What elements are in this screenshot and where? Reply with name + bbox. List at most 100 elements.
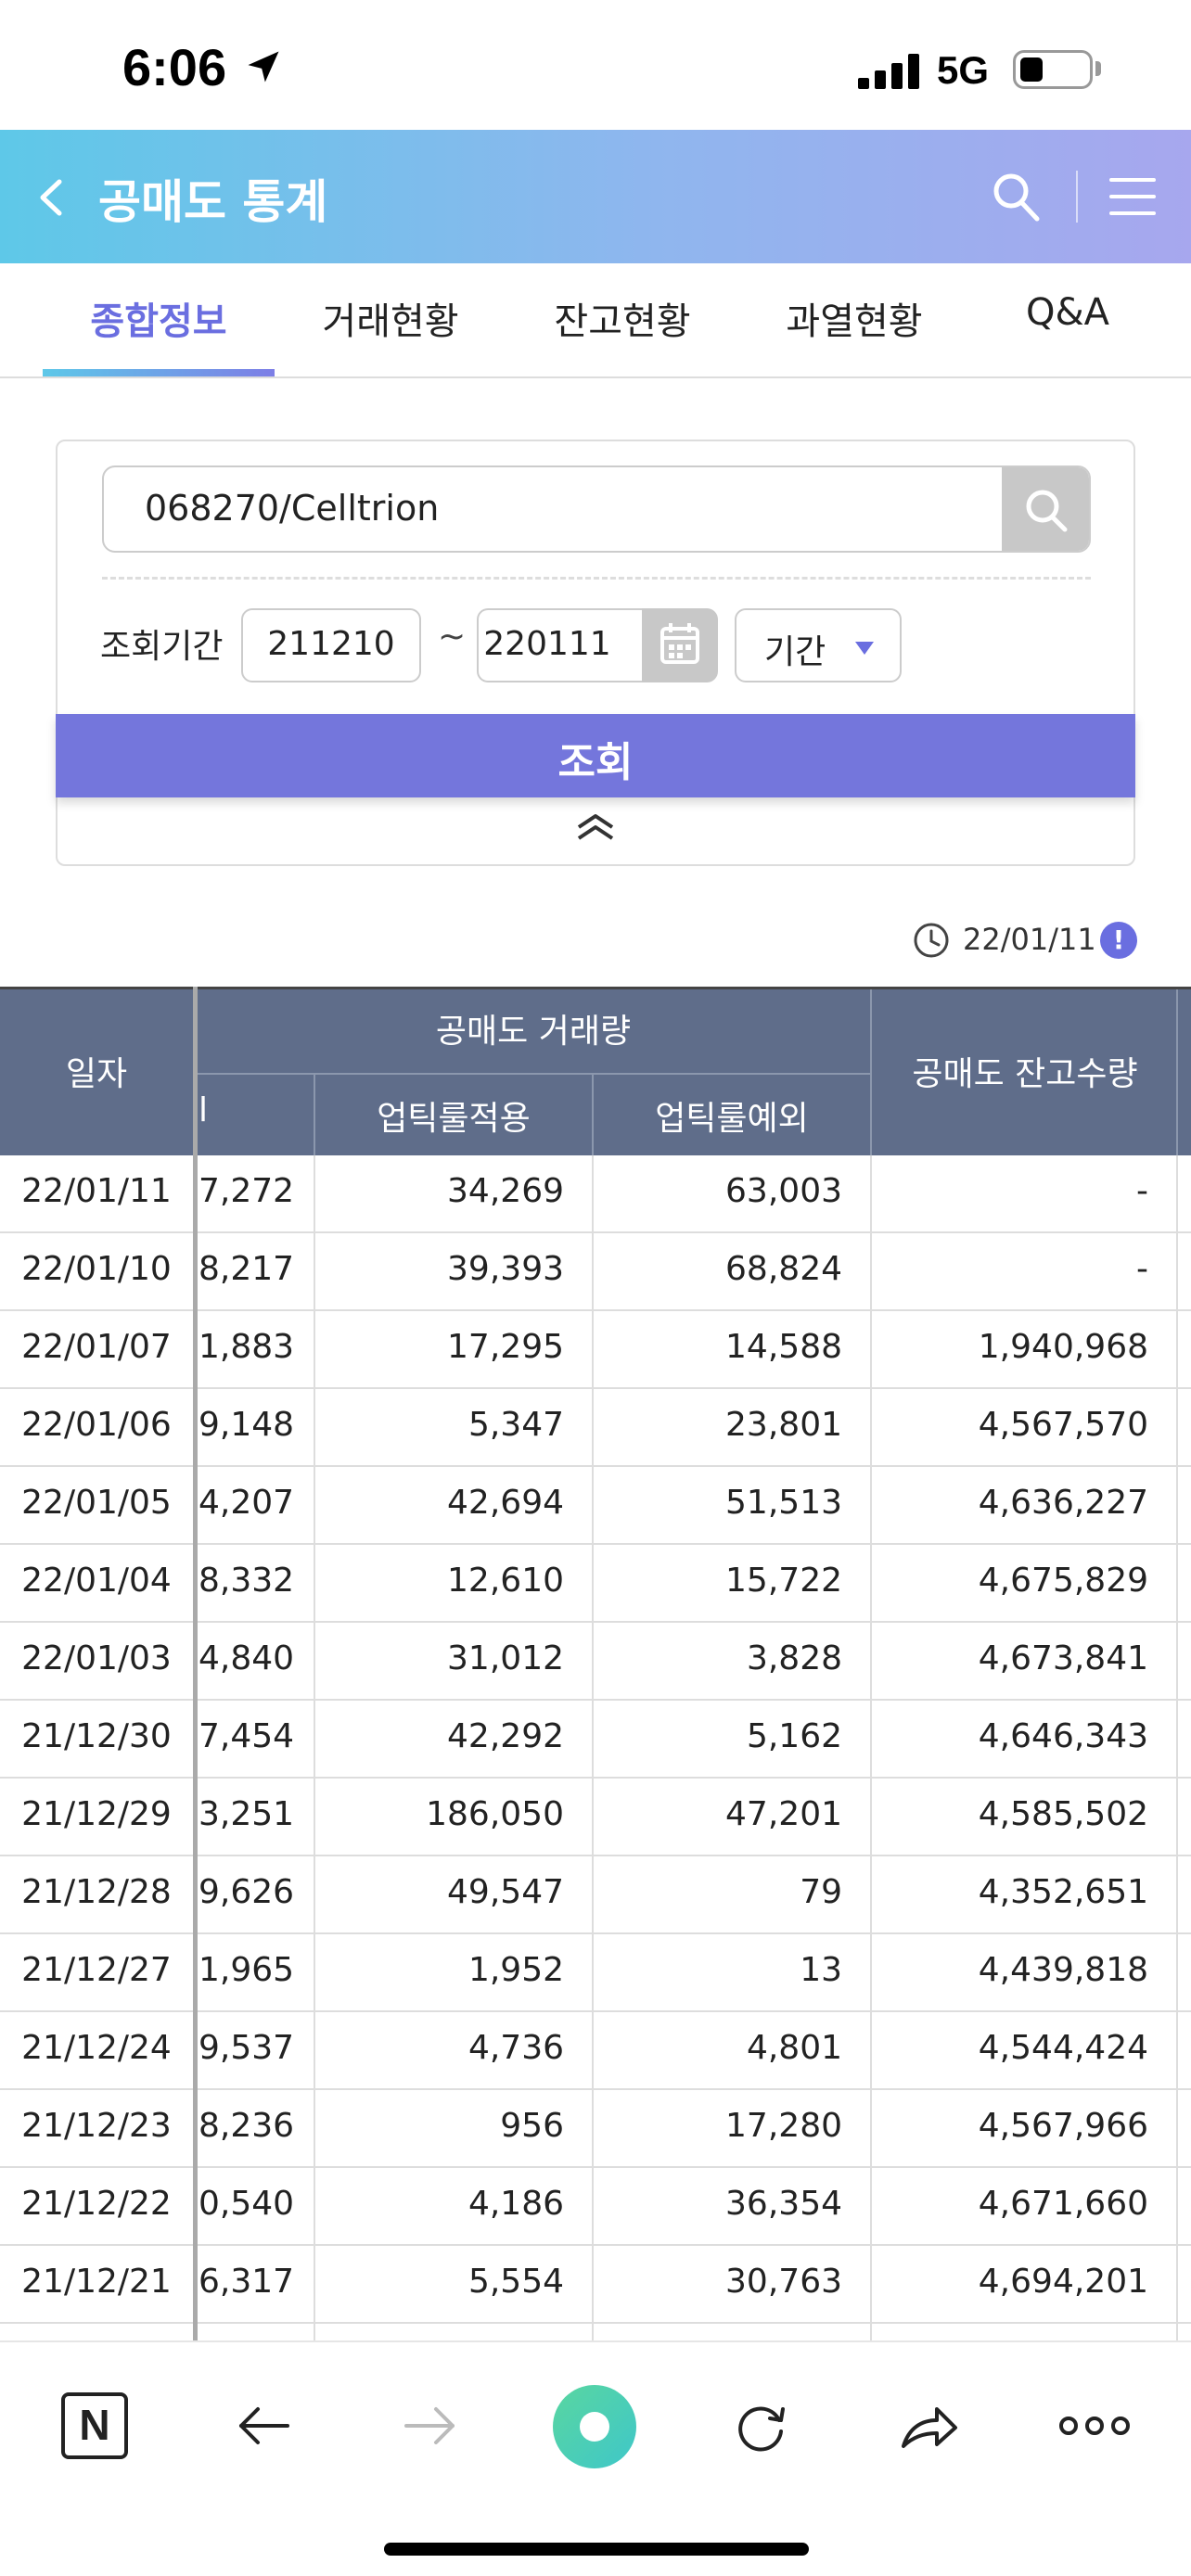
browser-toolbar: N (0, 2340, 1191, 2576)
cell-partial-volume: 4,207 (198, 1484, 295, 1522)
back-arrow-icon[interactable] (230, 2392, 297, 2459)
table-row: 21/12/30 7,454 42,292 5,162 4,646,343 (0, 1701, 1191, 1779)
hamburger-menu-icon[interactable] (1109, 176, 1156, 217)
cell-date: 22/01/03 (21, 1639, 172, 1677)
search-icon[interactable] (991, 171, 1041, 223)
update-date: 22/01/11 (963, 922, 1096, 957)
tab-overheat[interactable]: 과열현황 (786, 300, 923, 343)
cell-partial-volume: 8,217 (198, 1250, 295, 1288)
table-header: 일자 공매도 거래량 l 업틱룰적용 업틱룰예외 공매도 잔고수량 (0, 987, 1191, 1158)
cell-partial-volume: 9,537 (198, 2029, 295, 2067)
status-time: 6:06 (122, 38, 227, 96)
cell-date: 21/12/27 (21, 1951, 172, 1989)
cell-uptick-applied: 42,694 (447, 1484, 564, 1522)
start-date-input[interactable]: 211210 (241, 608, 421, 682)
header-volume-group: 공매도 거래량 (435, 1013, 632, 1051)
cell-partial-volume: 1,883 (198, 1328, 295, 1366)
tab-trading[interactable]: 거래현황 (322, 300, 459, 343)
back-chevron-icon[interactable] (33, 174, 70, 221)
header-date: 일자 (65, 1055, 128, 1093)
cell-uptick-applied: 31,012 (447, 1639, 564, 1677)
cell-balance: 4,567,570 (978, 1406, 1148, 1444)
table-row: 21/12/23 8,236 956 17,280 4,567,966 (0, 2090, 1191, 2168)
cell-uptick-exempt: 15,722 (725, 1562, 842, 1600)
tab-overview[interactable]: 종합정보 (90, 300, 227, 343)
period-select[interactable]: 기간 (735, 608, 902, 682)
period-select-value: 기간 (764, 633, 826, 671)
cell-partial-volume: 8,236 (198, 2107, 295, 2145)
column-divider (592, 1155, 594, 2352)
cell-date: 21/12/23 (21, 2107, 172, 2145)
tab-qna[interactable]: Q&A (1025, 291, 1110, 334)
calendar-icon (660, 623, 699, 664)
end-date-input[interactable]: 220111 (477, 608, 662, 682)
cell-uptick-exempt: 36,354 (725, 2185, 842, 2223)
code-search-button[interactable] (1002, 467, 1089, 551)
stock-code-input[interactable]: 068270/Celltrion (102, 465, 1091, 553)
cell-date: 21/12/28 (21, 1873, 172, 1911)
query-button[interactable]: 조회 (56, 714, 1135, 797)
cell-date: 22/01/06 (21, 1406, 172, 1444)
table-row: 21/12/22 0,540 4,186 36,354 4,671,660 (0, 2168, 1191, 2246)
cell-uptick-exempt: 17,280 (725, 2107, 842, 2145)
naver-home-button[interactable]: N (61, 2392, 128, 2459)
table-row: 22/01/11 7,272 34,269 63,003 - (0, 1155, 1191, 1233)
cell-uptick-applied: 956 (500, 2107, 564, 2145)
cell-partial-volume: 8,332 (198, 1562, 295, 1600)
header-divider (197, 1073, 870, 1075)
cell-uptick-applied: 49,547 (447, 1873, 564, 1911)
green-dot-button[interactable] (553, 2385, 636, 2468)
forward-arrow-icon[interactable] (397, 2392, 464, 2459)
period-label: 조회기간 (100, 628, 224, 666)
cell-uptick-exempt: 51,513 (725, 1484, 842, 1522)
collapse-chevron-icon[interactable] (573, 809, 618, 846)
header-uptick-exempt: 업틱룰예외 (655, 1100, 809, 1138)
cell-balance: - (1136, 1250, 1148, 1288)
cell-uptick-exempt: 3,828 (746, 1639, 842, 1677)
info-icon[interactable]: ! (1100, 922, 1137, 959)
cell-partial-volume: 7,272 (198, 1172, 295, 1210)
cell-balance: 4,694,201 (978, 2263, 1148, 2301)
cell-partial-volume: 6,317 (198, 2263, 295, 2301)
header-divider (870, 989, 872, 1158)
cell-uptick-exempt: 5,162 (746, 1717, 842, 1755)
cell-uptick-exempt: 30,763 (725, 2263, 842, 2301)
cell-date: 21/12/30 (21, 1717, 172, 1755)
share-icon[interactable] (896, 2392, 963, 2459)
calendar-button[interactable] (642, 608, 718, 682)
cell-uptick-applied: 1,952 (467, 1951, 564, 1989)
more-options-icon[interactable] (1057, 2392, 1132, 2459)
cell-uptick-exempt: 4,801 (746, 2029, 842, 2067)
cell-date: 22/01/11 (21, 1172, 172, 1210)
table-row: 22/01/07 1,883 17,295 14,588 1,940,968 (0, 1311, 1191, 1389)
signal-icon (858, 52, 921, 89)
cell-uptick-applied: 42,292 (447, 1717, 564, 1755)
status-bar: 6:06 5G (0, 0, 1191, 130)
panel-divider (102, 577, 1091, 580)
home-indicator (384, 2543, 809, 2556)
cell-uptick-applied: 34,269 (447, 1172, 564, 1210)
cell-balance: 1,940,968 (978, 1328, 1148, 1366)
active-tab-indicator (43, 369, 275, 376)
cell-uptick-applied: 12,610 (447, 1562, 564, 1600)
cell-balance: 4,646,343 (978, 1717, 1148, 1755)
cell-uptick-exempt: 13 (800, 1951, 842, 1989)
header-divider (1076, 171, 1078, 223)
cell-uptick-applied: 5,554 (467, 2263, 564, 2301)
cell-balance: 4,636,227 (978, 1484, 1148, 1522)
tab-balance[interactable]: 잔고현황 (554, 300, 691, 343)
cell-balance: 4,352,651 (978, 1873, 1148, 1911)
header-uptick-applied: 업틱룰적용 (377, 1100, 531, 1138)
search-icon (1026, 490, 1068, 532)
table-row: 21/12/27 1,965 1,952 13 4,439,818 (0, 1934, 1191, 2012)
column-divider (870, 1155, 872, 2352)
refresh-icon[interactable] (727, 2392, 794, 2459)
cell-uptick-exempt: 63,003 (725, 1172, 842, 1210)
cell-balance: 4,675,829 (978, 1562, 1148, 1600)
battery-tip (1095, 61, 1101, 76)
search-panel: 068270/Celltrion 조회기간 211210 ~ 220111 기간… (56, 440, 1135, 866)
cell-uptick-applied: 4,186 (467, 2185, 564, 2223)
cell-date: 22/01/04 (21, 1562, 172, 1600)
cell-date: 22/01/07 (21, 1328, 172, 1366)
tab-bar: 종합정보 거래현황 잔고현황 과열현황 Q&A (0, 263, 1191, 378)
